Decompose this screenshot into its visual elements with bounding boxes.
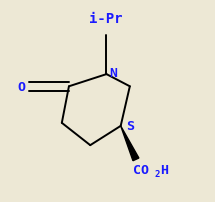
Text: N: N [110,66,118,79]
Text: O: O [17,80,25,93]
Text: i-Pr: i-Pr [89,12,122,26]
Polygon shape [121,126,139,161]
Text: 2: 2 [154,170,160,179]
Text: H: H [160,163,168,176]
Text: S: S [126,120,134,133]
Text: CO: CO [133,163,149,176]
